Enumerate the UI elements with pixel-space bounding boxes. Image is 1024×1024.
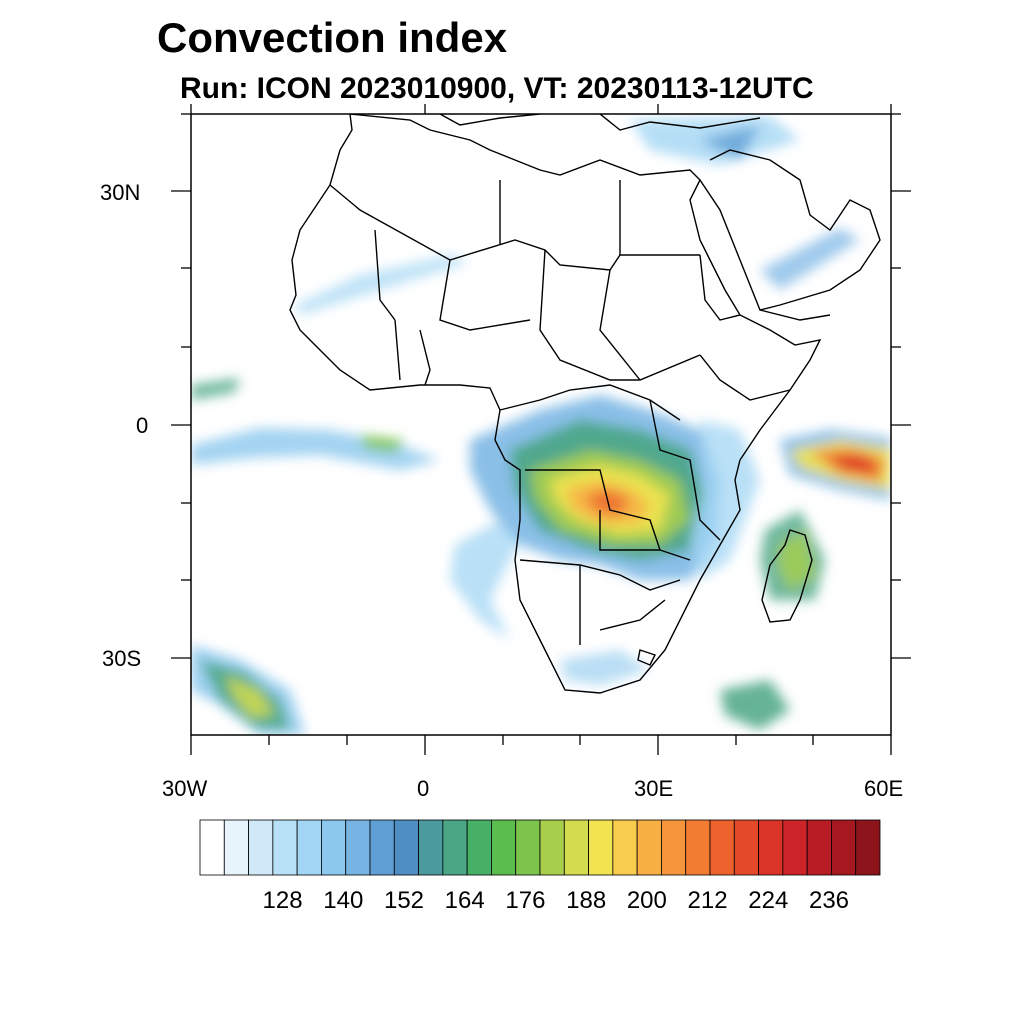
chart-subtitle: Run: ICON 2023010900, VT: 20230113-12UTC xyxy=(180,72,814,105)
colorbar-swatch xyxy=(831,819,857,876)
lat-label-0: 0 xyxy=(136,413,149,438)
lon-label-60e: 60E xyxy=(864,776,904,801)
lat-label-30n: 30N xyxy=(100,180,141,205)
colorbar-swatch xyxy=(321,819,347,876)
colorbar-swatch xyxy=(369,819,395,876)
colorbar-tick-label: 176 xyxy=(505,887,546,914)
colorbar-tick-label: 200 xyxy=(626,887,667,914)
colorbar-swatch xyxy=(539,819,565,876)
colorbar-swatch xyxy=(418,819,444,876)
lon-label-30e: 30E xyxy=(634,776,674,801)
lat-label-30s: 30S xyxy=(102,646,142,671)
colorbar-swatch xyxy=(758,819,784,876)
lon-label-0: 0 xyxy=(417,776,430,801)
colorbar-swatch xyxy=(733,819,759,876)
colorbar-swatch xyxy=(199,819,225,876)
colorbar-swatch xyxy=(782,819,808,876)
convection-field xyxy=(191,116,891,735)
colorbar-swatch xyxy=(442,819,468,876)
colorbar-swatch xyxy=(806,819,832,876)
colorbar-tick-label: 236 xyxy=(808,887,850,914)
colorbar-swatch xyxy=(491,819,517,876)
colorbar-swatch xyxy=(515,819,541,876)
chart-title: Convection index xyxy=(157,14,508,61)
colorbar-swatch xyxy=(612,819,638,876)
colorbar-swatch xyxy=(588,819,614,876)
colorbar-swatch xyxy=(345,819,371,876)
colorbar-swatch xyxy=(636,819,662,876)
colorbar-swatch xyxy=(272,819,298,876)
colorbar-swatch xyxy=(393,819,419,876)
colorbar-swatch xyxy=(685,819,711,876)
colorbar-tick-label: 152 xyxy=(383,887,425,914)
colorbar-swatch xyxy=(248,819,274,876)
colorbar-swatch xyxy=(466,819,492,876)
colorbar-swatch xyxy=(661,819,687,876)
colorbar xyxy=(199,819,881,876)
lon-label-30w: 30W xyxy=(162,776,208,801)
colorbar-tick-label: 224 xyxy=(748,887,789,914)
axis-ticks xyxy=(171,104,911,755)
colorbar-swatch xyxy=(223,819,249,876)
colorbar-tick-label: 164 xyxy=(444,887,485,914)
colorbar-tick-label: 140 xyxy=(323,887,364,914)
colorbar-tick-label: 212 xyxy=(687,887,728,914)
coastlines xyxy=(289,114,881,694)
colorbar-tick-label: 188 xyxy=(566,887,607,914)
colorbar-swatch xyxy=(709,819,735,876)
colorbar-tick-label: 128 xyxy=(262,887,303,914)
colorbar-swatch xyxy=(296,819,322,876)
colorbar-swatch xyxy=(563,819,589,876)
colorbar-swatch xyxy=(855,819,881,876)
